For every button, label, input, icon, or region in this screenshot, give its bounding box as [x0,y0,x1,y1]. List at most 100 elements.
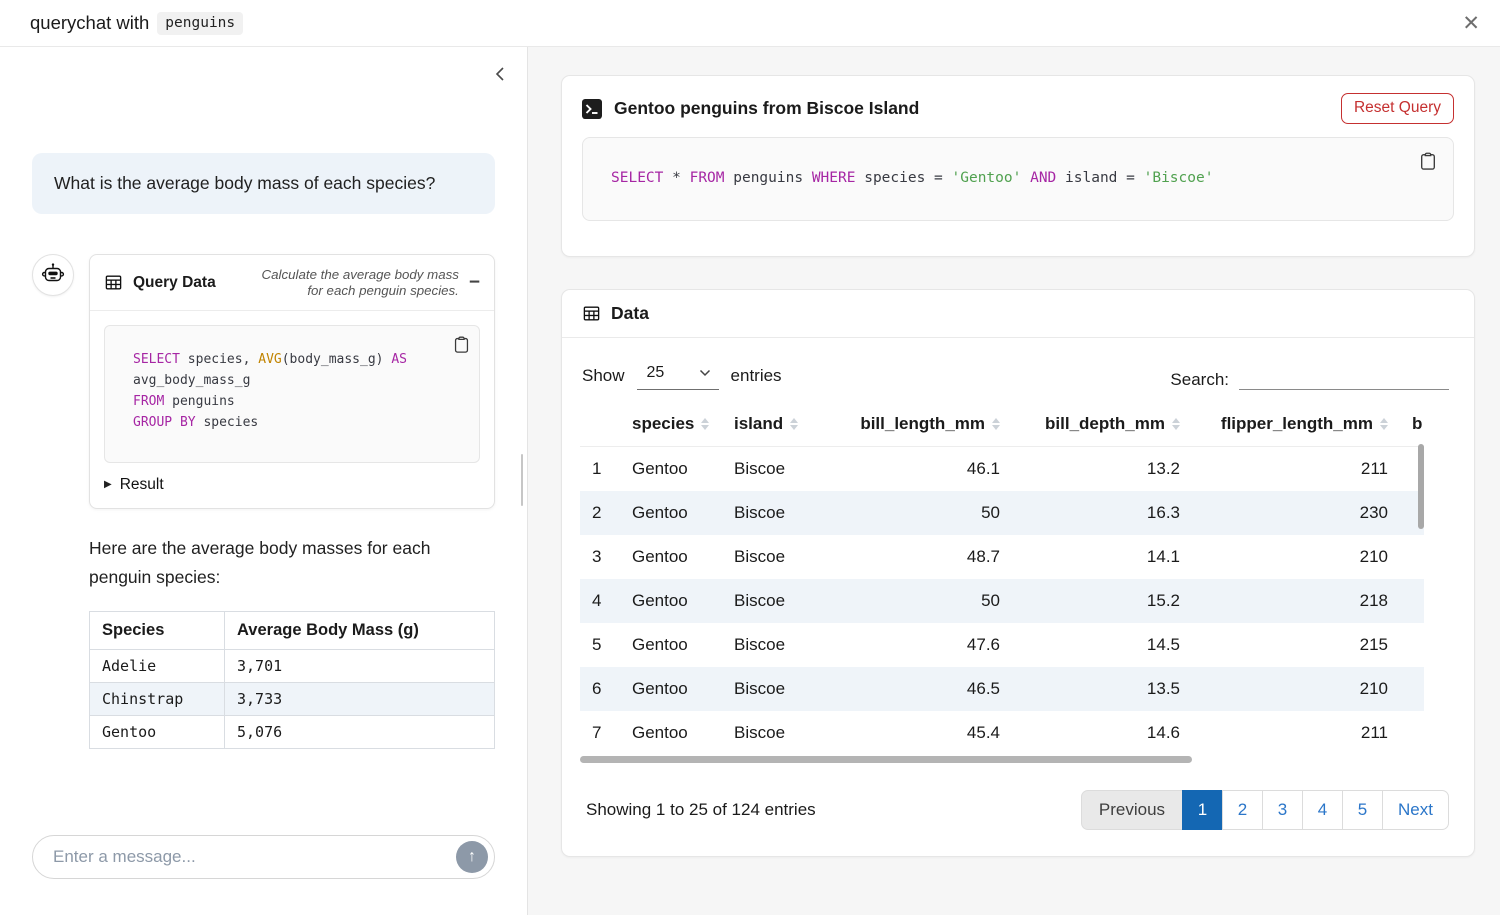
column-header-species[interactable]: species [620,403,722,447]
query-card: Gentoo penguins from Biscoe Island Reset… [561,75,1475,257]
table-cell: 15.2 [1146,590,1180,610]
table-cell [1400,667,1424,711]
table-cell: 7 [592,722,602,742]
table-row: 7 Gentoo Biscoe 45.4 14.6 211 [580,711,1424,755]
page-button-5[interactable]: 5 [1342,789,1384,830]
dataset-name-badge: penguins [157,11,244,35]
table-cell: 50 [981,590,1000,610]
message-input[interactable] [53,847,456,867]
query-title: Gentoo penguins from Biscoe Island [614,98,920,118]
sql-token: AND [1030,170,1057,186]
column-header-inner: island [734,414,808,434]
column-header-bill_depth_mm[interactable]: bill_depth_mm [1012,403,1192,447]
table-row: 2 Gentoo Biscoe 50 16.3 230 [580,490,1424,535]
table-row: 1 Gentoo Biscoe 46.1 13.2 211 [580,446,1424,491]
terminal-icon [582,98,602,119]
column-header-rownum[interactable] [580,403,620,447]
sort-arrows-icon [790,417,799,430]
column-header-b[interactable]: b [1400,403,1424,447]
page-button-previous[interactable]: Previous [1080,789,1184,830]
table-cell: 3,701 [224,648,495,683]
table-cell: Chinstrap [89,681,225,716]
table-cell: Gentoo [632,458,688,478]
result-table: Species Average Body Mass (g) Adelie 3,701… [89,610,495,749]
table-cell: 1 [592,458,602,478]
data-card-title: Data [611,302,649,323]
sql-token: GROUP BY [133,414,196,430]
table-cell: 45.4 [966,722,1000,742]
app-title: querychat with penguins [30,11,244,35]
table-cell: 215 [1359,634,1388,654]
chevron-left-icon [493,66,507,82]
horizontal-scrollbar[interactable] [580,755,1192,763]
column-header-inner: bill_depth_mm [1024,414,1180,434]
sql-token: * [663,170,690,186]
page-button-3[interactable]: 3 [1262,789,1304,830]
chevron-down-icon [699,369,711,377]
table-cell: 6 [592,678,602,698]
table-cell: 210 [1359,678,1388,698]
table-cell [1400,535,1424,579]
table-row: Chinstrap 3,733 [89,681,495,716]
result-toggle[interactable]: ▶ Result [104,476,480,494]
column-header-flipper_length_mm[interactable]: flipper_length_mm [1192,403,1400,447]
show-label: Show [582,365,625,385]
robot-icon [40,262,66,288]
data-table-scroll-area: species island bill_length_mm bill_depth_mm… [580,403,1424,766]
tool-collapse-icon[interactable]: − [468,272,480,294]
data-table: species island bill_length_mm bill_depth_mm… [580,403,1424,755]
table-cell: 13.5 [1146,678,1180,698]
vertical-scrollbar[interactable] [1418,443,1424,529]
column-label: species [632,413,695,433]
table-cell: 14.1 [1146,546,1180,566]
page-button-next[interactable]: Next [1382,789,1449,830]
table-cell: 16.3 [1146,502,1180,522]
column-header-bill_length_mm[interactable]: bill_length_mm [820,403,1012,447]
table-cell: Adelie [89,648,225,683]
sql-token: WHERE [811,170,856,186]
table-cell [1400,711,1424,755]
result-table-header: Average Body Mass (g) [224,610,495,650]
page-button-4[interactable]: 4 [1302,789,1344,830]
reset-query-button[interactable]: Reset Query [1340,93,1454,124]
page-button-1[interactable]: 1 [1182,789,1224,830]
sql-token: island = [1056,170,1144,186]
page-button-2[interactable]: 2 [1222,789,1264,830]
table-cell: Gentoo [89,714,225,749]
table-cell [1400,623,1424,667]
page-size-value: 25 [646,363,665,381]
sort-arrows-icon [701,417,710,430]
table-cell: 211 [1360,458,1388,478]
column-header-island[interactable]: island [722,403,820,447]
main-panel: Gentoo penguins from Biscoe Island Reset… [528,47,1500,915]
user-message: What is the average body mass of each sp… [32,153,495,215]
table-cell: 50 [981,502,1000,522]
table-cell: 3 [592,546,602,566]
chat-input-container: ↑ [32,835,495,879]
sql-token: FROM [133,394,165,410]
close-icon[interactable]: ✕ [1462,11,1480,35]
sidebar-resize-handle[interactable] [521,454,523,506]
table-cell: Gentoo [632,722,688,742]
copy-icon[interactable] [1419,151,1437,171]
result-toggle-label: Result [119,475,164,493]
table-row: 6 Gentoo Biscoe 46.5 13.5 210 [580,666,1424,711]
copy-icon[interactable] [453,335,470,354]
table-cell: 5,076 [224,714,495,749]
app-title-text: querychat with [30,12,150,33]
data-card: Data Show 25 entries [561,288,1475,857]
sidebar-collapse-button[interactable] [489,62,511,86]
tool-card-title: Query Data [133,273,216,291]
assistant-message: Here are the average body masses for eac… [89,537,431,587]
page-size-select[interactable]: 25 [636,362,719,390]
sql-token: FROM [689,170,725,186]
table-row: Gentoo 5,076 [89,714,495,749]
sql-token: penguins [172,394,235,410]
send-button[interactable]: ↑ [456,841,488,873]
chat-sidebar: What is the average body mass of each sp… [0,47,528,915]
search-label: Search: [1170,369,1229,389]
table-cell: 14.5 [1146,634,1180,654]
table-cell: Gentoo [632,590,688,610]
tool-card-subtitle: Calculate the average body mass for each… [261,267,459,298]
search-input[interactable] [1239,363,1449,390]
